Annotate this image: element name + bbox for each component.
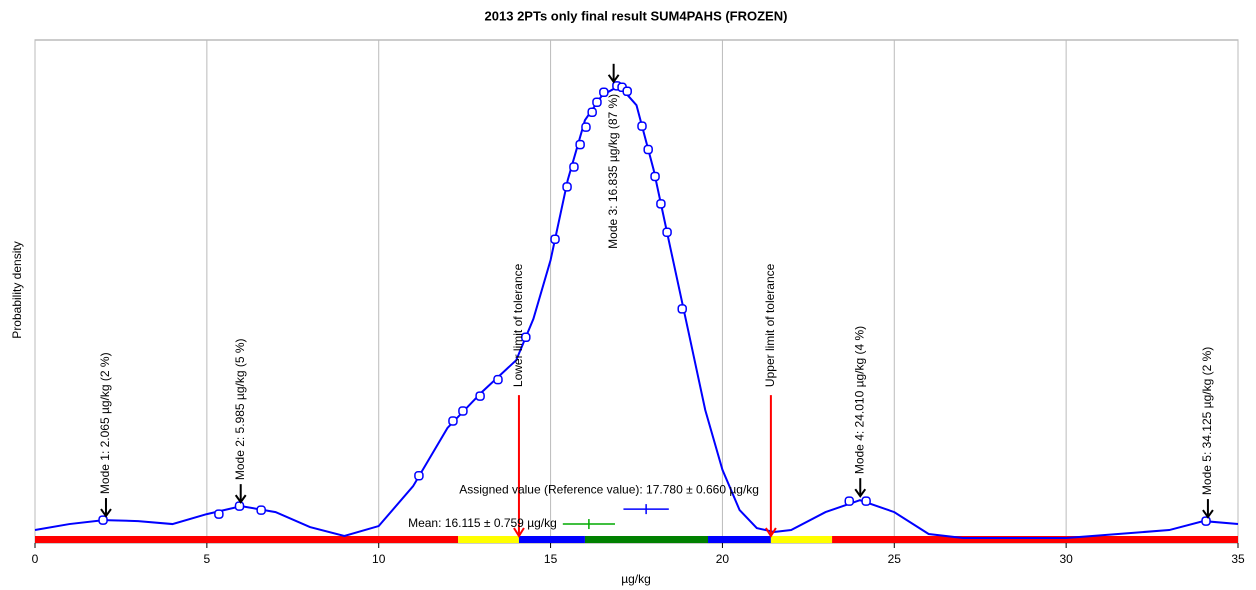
x-tick-label: 10 <box>372 552 386 566</box>
result-point <box>575 139 585 150</box>
mode-label: Mode 5: 34.125 µg/kg (2 %) <box>1200 347 1214 495</box>
mode-arrow-head <box>854 488 867 498</box>
mode-arrow-head <box>100 508 112 518</box>
result-point <box>562 182 572 192</box>
result-point <box>458 406 468 416</box>
tolerance-band <box>584 536 708 543</box>
mode-label: Mode 2: 5.985 µg/kg (5 %) <box>233 338 247 480</box>
limit-label: Lower limit of tolerance <box>511 263 525 387</box>
x-tick-label: 35 <box>1231 552 1245 566</box>
plot-frame <box>34 39 1239 544</box>
x-tick-label: 15 <box>544 552 558 566</box>
result-point <box>643 144 653 155</box>
x-tick-label: 5 <box>204 552 211 566</box>
x-tick-label: 30 <box>1059 552 1073 566</box>
x-tick-label: 20 <box>716 552 730 566</box>
result-point <box>650 171 660 182</box>
result-point <box>214 509 224 519</box>
result-point <box>599 87 609 98</box>
result-point <box>448 416 458 426</box>
x-tick-label: 25 <box>888 552 902 566</box>
interval-label: Mean: 16.115 ± 0.759 µg/kg <box>408 516 557 530</box>
y-axis-label: Probability density <box>10 241 24 338</box>
result-point <box>677 304 687 314</box>
result-point <box>581 122 591 132</box>
mode-arrow-head <box>1202 509 1214 519</box>
limit-arrow <box>765 527 777 538</box>
result-point <box>587 107 597 117</box>
result-point <box>98 515 108 525</box>
result-point <box>521 332 531 343</box>
mode-arrow-head <box>234 494 247 504</box>
result-point <box>256 505 266 515</box>
mode-label: Mode 1: 2.065 µg/kg (2 %) <box>98 352 112 494</box>
mode-label: Mode 3: 16.835 µg/kg (87 %) <box>606 94 620 249</box>
mode-arrow-head <box>607 74 620 84</box>
tolerance-band <box>832 536 1238 543</box>
result-point <box>569 162 579 172</box>
interval-label: Assigned value (Reference value): 17.780… <box>459 482 759 496</box>
x-axis-label: µg/kg <box>621 572 651 586</box>
result-point <box>475 391 485 401</box>
tolerance-band <box>707 536 771 543</box>
result-point <box>656 199 666 209</box>
tolerance-band <box>770 536 833 543</box>
result-point <box>1201 516 1211 526</box>
result-point <box>622 86 632 97</box>
result-point <box>861 496 871 506</box>
result-point <box>637 121 647 131</box>
result-point <box>844 496 855 506</box>
tolerance-band <box>35 536 459 543</box>
mode-label: Mode 4: 24.010 µg/kg (4 %) <box>852 326 866 474</box>
limit-label: Upper limit of tolerance <box>763 263 777 387</box>
x-tick-label: 0 <box>32 552 39 566</box>
result-point <box>662 227 672 237</box>
limit-arrow <box>513 527 525 538</box>
chart-title: 2013 2PTs only final result SUM4PAHS (FR… <box>485 8 788 23</box>
result-point <box>234 501 245 511</box>
result-point <box>493 374 503 385</box>
result-point <box>550 234 560 244</box>
tolerance-band <box>518 536 585 543</box>
result-point <box>592 97 602 107</box>
tolerance-band <box>458 536 519 543</box>
result-point <box>414 471 424 481</box>
